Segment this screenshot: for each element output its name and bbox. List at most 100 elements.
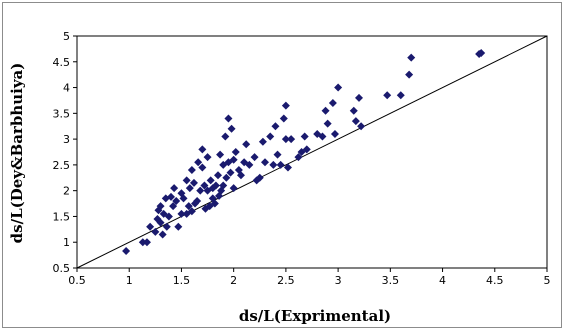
data-point <box>187 207 196 216</box>
data-point <box>156 202 165 211</box>
data-point <box>261 158 269 167</box>
data-point <box>330 129 339 138</box>
data-point <box>177 209 186 218</box>
y-tick-label: 1.5 <box>53 210 71 223</box>
data-point <box>245 160 254 169</box>
data-point <box>294 153 303 162</box>
scatter-plot: 0.5 1 1.5 2 2.5 3 3.5 4 4.5 5 0.5 1 1.5 2 2.5 3 3.5 4 4.5… <box>8 30 551 325</box>
data-point <box>355 93 363 102</box>
y-axis-title: ds/L(Dey&Barbhuiya) <box>8 63 26 244</box>
data-point <box>167 192 175 201</box>
reference-line-group <box>76 35 548 269</box>
data-point <box>351 117 360 126</box>
y-tick-label: 2.5 <box>53 159 71 172</box>
chart-frame: 0.5 1 1.5 2 2.5 3 3.5 4 4.5 5 0.5 1 1.5 2 2.5 3 3.5 4 4.5… <box>2 2 562 328</box>
data-point <box>224 114 233 123</box>
x-tick-label: 1.5 <box>173 274 191 287</box>
data-point <box>164 212 173 221</box>
data-point <box>349 106 358 115</box>
data-point <box>142 238 151 247</box>
data-point <box>321 106 330 115</box>
data-point <box>170 184 179 193</box>
y-axis-ticks: 0.5 1 1.5 2 2.5 3 3.5 4 4.5 5 <box>53 30 77 275</box>
data-point <box>227 124 236 133</box>
data-point <box>383 91 392 100</box>
data-point <box>196 186 205 195</box>
data-point <box>138 238 147 247</box>
data-point <box>184 202 193 211</box>
data-point <box>156 218 165 227</box>
data-point <box>236 171 245 180</box>
data-point <box>146 222 155 231</box>
data-point <box>477 49 486 58</box>
y-tick-label: 3 <box>63 133 70 146</box>
data-point <box>258 137 267 146</box>
data-point <box>206 176 215 185</box>
data-point <box>229 155 238 164</box>
y-tick-label: 2 <box>63 185 70 198</box>
x-tick-label: 1 <box>126 274 133 287</box>
y-tick-label: 0.5 <box>53 262 71 275</box>
data-point <box>269 160 278 169</box>
data-point <box>187 166 196 175</box>
y-tick-label: 5 <box>63 30 70 43</box>
x-tick-label: 0.5 <box>68 274 86 287</box>
data-point <box>407 53 416 62</box>
data-point <box>203 153 212 162</box>
data-point <box>283 163 292 172</box>
data-point <box>172 196 181 205</box>
data-point <box>271 122 280 131</box>
plot-area <box>76 35 548 269</box>
data-point <box>328 99 337 108</box>
x-tick-label: 3 <box>335 274 342 287</box>
data-point <box>179 194 188 203</box>
x-tick-label: 5 <box>544 274 551 287</box>
data-point <box>182 176 191 185</box>
data-point <box>279 114 288 123</box>
data-point <box>226 168 235 177</box>
data-point <box>229 184 238 193</box>
data-point <box>266 132 275 141</box>
data-point <box>323 119 332 128</box>
x-tick-label: 2.5 <box>277 274 295 287</box>
data-point <box>193 196 202 205</box>
data-point <box>162 222 171 231</box>
data-point <box>302 145 311 154</box>
data-point <box>200 181 209 190</box>
x-tick-label: 3.5 <box>382 274 400 287</box>
data-point <box>405 70 414 79</box>
data-point <box>273 150 282 159</box>
data-point <box>169 202 178 211</box>
data-point <box>151 227 160 236</box>
data-point <box>189 178 198 187</box>
data-points <box>122 49 486 255</box>
data-point <box>174 222 183 231</box>
data-point <box>281 135 290 144</box>
plot-border <box>76 35 548 269</box>
data-point <box>242 140 251 149</box>
data-point <box>158 230 167 239</box>
data-point <box>250 153 259 162</box>
x-axis-title: ds/L(Exprimental) <box>239 307 391 325</box>
y-tick-label: 4.5 <box>53 56 71 69</box>
data-point <box>255 173 264 182</box>
reference-line <box>76 35 548 269</box>
data-point <box>396 91 405 100</box>
data-point <box>300 132 309 141</box>
x-tick-label: 4 <box>439 274 446 287</box>
data-point <box>334 83 343 92</box>
data-point <box>198 145 207 154</box>
x-tick-label: 4.5 <box>486 274 504 287</box>
data-point <box>198 163 207 172</box>
data-point <box>318 132 327 141</box>
y-tick-label: 4 <box>63 82 70 95</box>
data-point <box>281 101 290 110</box>
data-point <box>216 150 225 159</box>
data-point <box>122 246 131 255</box>
y-tick-label: 3.5 <box>53 107 71 120</box>
x-tick-label: 2 <box>230 274 237 287</box>
data-point <box>214 171 222 180</box>
data-point <box>219 181 228 190</box>
data-point <box>211 181 220 190</box>
data-point <box>231 148 240 156</box>
